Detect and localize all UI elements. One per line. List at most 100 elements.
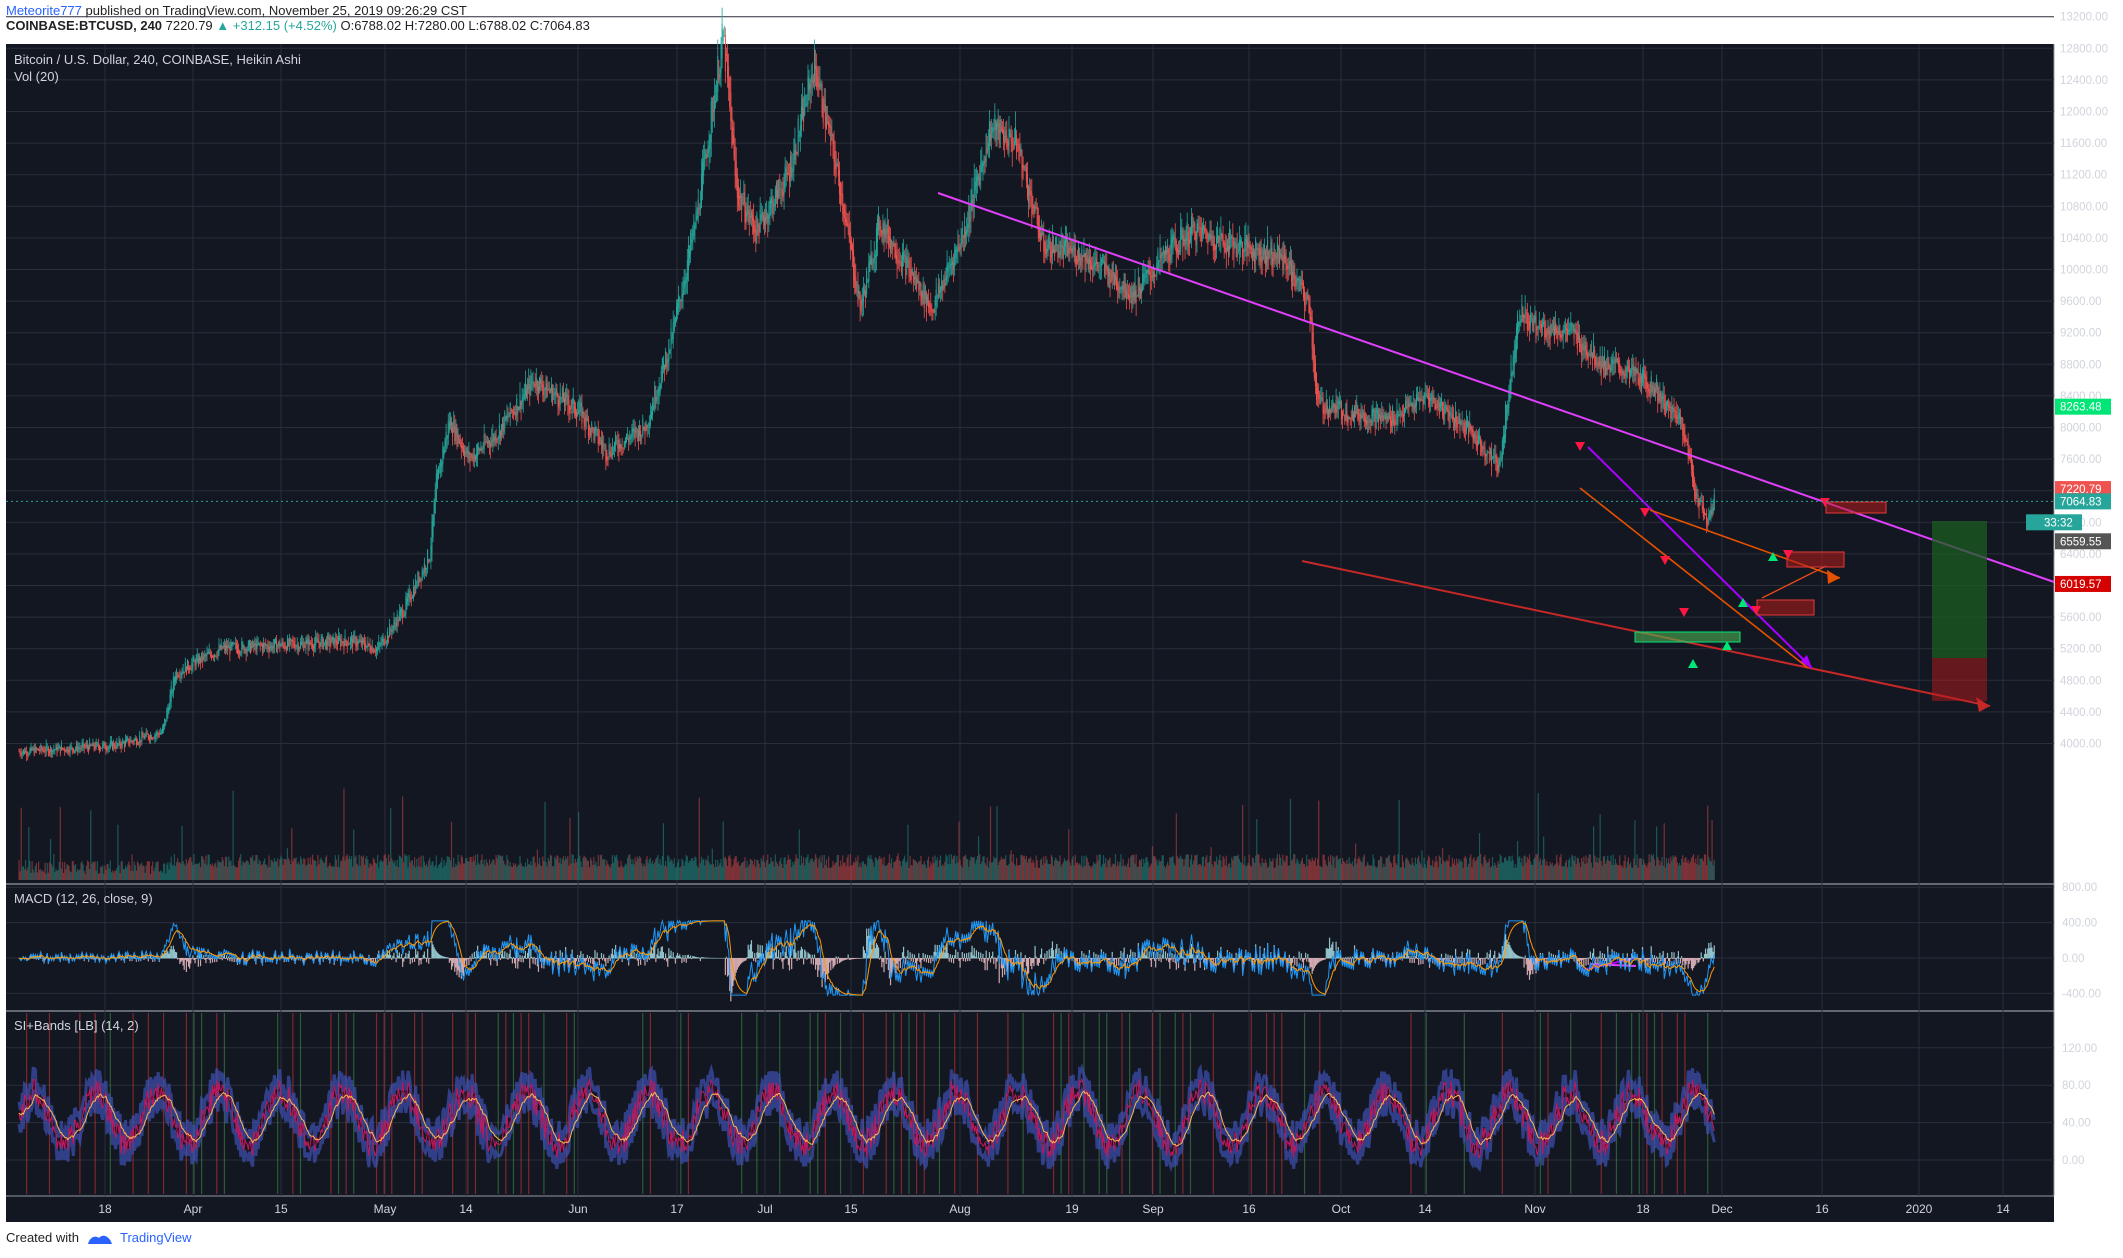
candle-body [1685, 439, 1687, 442]
volume-bar [644, 866, 646, 880]
candle-body [303, 642, 305, 651]
volume-bar [872, 862, 874, 880]
candle-body [1535, 316, 1537, 339]
volume-bar [1436, 861, 1438, 880]
candle-body [1306, 291, 1308, 299]
volume-bar [582, 857, 584, 880]
volume-bar [713, 867, 716, 880]
candle-body [467, 450, 469, 459]
volume-bar [1332, 855, 1334, 880]
candle-body [1548, 327, 1550, 334]
candle-body [390, 629, 392, 631]
volume-bar [1047, 863, 1049, 880]
candle-body [1552, 322, 1554, 331]
candle-body [150, 734, 152, 739]
volume-bar [1604, 863, 1607, 880]
candle-body [1698, 500, 1700, 511]
volume-bar [716, 866, 718, 880]
candle-body [953, 262, 955, 270]
volume-bar [649, 857, 651, 880]
candle-body [272, 645, 274, 649]
candle-body [1687, 440, 1689, 458]
volume-bar [319, 859, 321, 880]
candle-body [930, 305, 932, 313]
volume-bar [481, 854, 483, 880]
candle-body [1572, 325, 1574, 327]
volume-bar [736, 862, 738, 880]
volume-bar [20, 807, 22, 880]
chart-canvas[interactable]: 4000.004400.004800.005200.005600.006000.… [0, 0, 2123, 1222]
candle-body [1611, 357, 1613, 370]
volume-bar [131, 854, 133, 880]
time-tick-label: 2020 [1906, 1202, 1933, 1216]
candle-body [1668, 403, 1670, 408]
volume-bar [1344, 862, 1346, 880]
volume-bar [1393, 856, 1395, 880]
volume-bar [1614, 858, 1616, 880]
volume-bar [1558, 864, 1560, 880]
candle-body [928, 299, 930, 308]
volume-bar [841, 865, 843, 880]
candle-body [1234, 246, 1236, 248]
volume-bar [996, 806, 998, 880]
volume-bar [1708, 856, 1710, 880]
candle-body [773, 204, 775, 207]
candle-body [442, 446, 444, 464]
volume-bar [1037, 867, 1039, 880]
volume-bar [450, 821, 453, 880]
volume-bar [162, 863, 165, 880]
volume-bar [613, 855, 616, 880]
volume-bar [807, 854, 809, 880]
volume-bar [889, 863, 892, 880]
volume-bar [986, 857, 988, 880]
volume-bar [1472, 859, 1474, 880]
candle-body [879, 221, 881, 231]
candle-body [753, 217, 755, 233]
candle-body [990, 133, 992, 141]
volume-bar [292, 861, 294, 880]
volume-bar [269, 866, 271, 880]
candle-body [1676, 414, 1678, 424]
candle-body [639, 425, 641, 436]
volume-bar [1297, 860, 1299, 880]
volume-bar [221, 857, 223, 880]
volume-bar [1547, 865, 1549, 880]
candle-body [118, 739, 120, 745]
volume-bar [537, 863, 540, 880]
volume-bar [538, 857, 541, 880]
candle-body [1655, 388, 1657, 392]
volume-bar [699, 863, 701, 880]
candle-body [686, 260, 688, 281]
candle-body [611, 444, 613, 456]
volume-bar [1360, 861, 1362, 880]
volume-bar [625, 864, 628, 880]
candle-body [921, 292, 923, 305]
volume-bar [484, 866, 486, 880]
candle-body [732, 127, 734, 144]
candle-body [1318, 390, 1320, 400]
volume-bar [1437, 867, 1439, 880]
candle-body [1137, 277, 1139, 297]
candle-body [200, 658, 202, 663]
candle-body [690, 233, 692, 254]
volume-bar [1001, 859, 1004, 880]
volume-bar [395, 865, 397, 880]
candle-body [1357, 408, 1359, 420]
candle-body [1051, 239, 1053, 255]
volume-bar [667, 855, 669, 880]
candle-body [1183, 238, 1185, 242]
candle-body [1000, 126, 1002, 132]
volume-bar [1095, 863, 1097, 880]
volume-bar [1083, 856, 1085, 880]
candle-body [742, 203, 744, 204]
author-link[interactable]: Meteorite777 [6, 3, 82, 18]
volume-bar [1443, 860, 1445, 880]
volume-bar [1556, 855, 1558, 880]
volume-bar [590, 857, 592, 880]
volume-bar [339, 867, 341, 880]
candle-body [625, 434, 627, 442]
candle-body [1476, 440, 1478, 449]
candle-body [827, 121, 829, 123]
volume-bar [749, 858, 751, 880]
volume-bar [378, 867, 380, 880]
